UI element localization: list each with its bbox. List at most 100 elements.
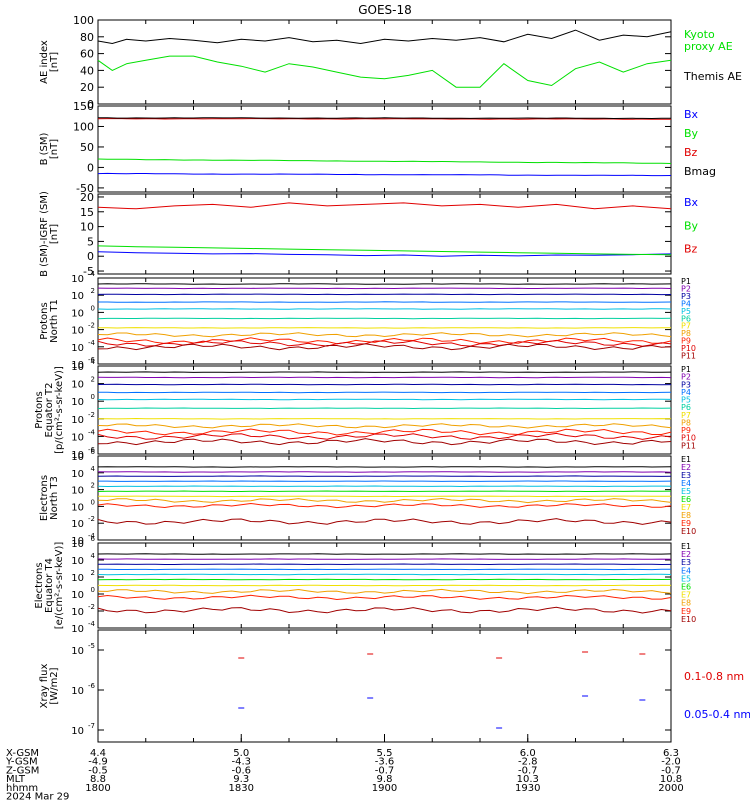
y-tick-label: 10 xyxy=(71,274,84,285)
y-tick-label: 10 xyxy=(80,221,94,234)
y-tick-label: 10 xyxy=(71,360,84,371)
y-tick-label: 100 xyxy=(73,14,94,27)
y-tick-exponent: 2 xyxy=(91,482,95,490)
y-axis-label: [e/(cm²-s-sr-keV)] xyxy=(54,542,65,630)
series-e7-line xyxy=(97,495,672,498)
series-p11-line xyxy=(97,438,672,446)
panel-frame xyxy=(97,455,672,541)
y-tick-label: 150 xyxy=(73,100,94,113)
legend-label: P7 xyxy=(681,411,691,420)
series-p10-line xyxy=(97,339,672,347)
y-tick-exponent: 0 xyxy=(91,586,95,594)
y-tick-exponent: 4 xyxy=(91,552,96,560)
legend-label: Bx xyxy=(684,196,699,209)
y-tick-label: 10 xyxy=(71,362,84,373)
series-e8-line xyxy=(97,588,672,595)
y-axis-label: [nT] xyxy=(49,224,60,244)
legend-label: E2 xyxy=(681,550,691,559)
y-axis-label: Protons xyxy=(39,302,50,339)
footer-value: -2.8 xyxy=(518,757,538,768)
legend-label: Themis AE xyxy=(683,70,742,83)
y-tick-label: 10 xyxy=(71,343,84,354)
legend-label: Kyoto xyxy=(684,28,715,41)
orbit-footer: X-GSM 4.4 5.0 5.5 6.0 6.3 Y-GSM -4.9 -4.3 -3.6 -2.… xyxy=(5,734,684,800)
footer-value: -2.0 xyxy=(661,757,681,768)
legend-label: Bx xyxy=(684,108,699,121)
y-tick-exponent: 0 xyxy=(91,498,95,506)
series-p1-line xyxy=(97,283,672,285)
series-bx-line xyxy=(97,172,672,177)
series-by-line xyxy=(97,158,672,164)
y-tick-label: 20 xyxy=(80,81,94,94)
legend-label: E8 xyxy=(681,599,691,608)
y-tick-exponent: -4 xyxy=(88,339,96,347)
legend-label: P2 xyxy=(681,373,691,382)
panel-bsm: B (SM) [nT] -50 0 50 100 150 Bx By Bz Bmag xyxy=(39,100,716,195)
series-kyoto-line xyxy=(97,29,672,45)
y-tick-exponent: -5 xyxy=(88,642,95,650)
legend-label: E5 xyxy=(681,574,691,583)
y-tick-exponent: -7 xyxy=(88,722,95,730)
series-e1-line xyxy=(97,466,672,468)
y-tick-label: 0 xyxy=(87,98,94,111)
legend-label: P4 xyxy=(681,388,691,397)
legend-label: E4 xyxy=(681,479,691,488)
legend-label: E9 xyxy=(681,607,691,616)
legend-label: P9 xyxy=(681,426,691,435)
legend-label: P10 xyxy=(681,344,696,353)
y-tick-exponent: 6 xyxy=(91,535,96,543)
y-tick-label: 10 xyxy=(71,624,84,635)
y-tick-exponent: 0 xyxy=(91,393,95,401)
legend-label: P1 xyxy=(681,277,691,286)
y-tick-label: 10 xyxy=(71,452,84,463)
y-axis-label: B (SM)-IGRF (SM) xyxy=(39,191,50,277)
y-tick-exponent: 2 xyxy=(91,287,95,295)
y-axis-label: Equator T4 xyxy=(44,558,55,613)
series-e9-line xyxy=(97,594,672,601)
y-axis-label: [p/(cm²-s-sr-keV)] xyxy=(54,366,65,454)
series-e5-line xyxy=(97,485,672,488)
footer-value: -0.7 xyxy=(661,765,681,776)
legend-label: P3 xyxy=(681,380,691,389)
y-tick-label: 10 xyxy=(71,519,84,530)
panel-e_t4: Electrons Equator T4 [e/(cm²-s-sr-keV)] 10 6… xyxy=(34,535,696,635)
series-p4-line xyxy=(98,391,672,394)
footer-value: 1800 xyxy=(85,783,110,794)
footer-value: -0.5 xyxy=(88,765,108,776)
legend-label: By xyxy=(684,219,699,232)
footer-date: 2024 Mar 29 xyxy=(6,792,69,800)
footer-row-label: hhmm xyxy=(6,783,38,794)
footer-value: 1900 xyxy=(372,783,397,794)
y-tick-label: 10 xyxy=(71,326,84,337)
y-tick-exponent: -2 xyxy=(88,515,95,523)
legend-label: P5 xyxy=(681,396,691,405)
legend-label: P11 xyxy=(681,441,696,450)
series-e4-line xyxy=(98,568,672,571)
y-tick-exponent: -4 xyxy=(88,428,96,436)
series-p2-line xyxy=(97,287,672,290)
footer-value: 8.8 xyxy=(90,774,106,785)
panel-frame xyxy=(97,19,672,105)
y-tick-label: 10 xyxy=(71,607,84,618)
y-tick-label: 80 xyxy=(80,31,94,44)
y-axis-label: Electrons xyxy=(34,562,45,608)
legend-label: E5 xyxy=(681,487,691,496)
series-e8-line xyxy=(97,497,672,504)
series-p2-line xyxy=(97,376,672,379)
legend-label: E3 xyxy=(681,471,691,480)
series-p7-line xyxy=(97,417,672,420)
legend-label: E6 xyxy=(681,583,691,592)
y-tick-label: 10 xyxy=(71,397,84,408)
footer-value: -0.7 xyxy=(518,765,538,776)
footer-value: 5.5 xyxy=(377,748,393,759)
y-tick-label: 10 xyxy=(71,726,84,737)
footer-value: -4.9 xyxy=(88,757,108,768)
y-tick-label: 10 xyxy=(71,450,84,461)
y-tick-exponent: -6 xyxy=(88,682,96,690)
series-p5-line xyxy=(97,308,672,310)
legend-label: E4 xyxy=(681,566,691,575)
series-p3-line xyxy=(97,383,672,386)
y-tick-label: 0 xyxy=(87,161,94,174)
